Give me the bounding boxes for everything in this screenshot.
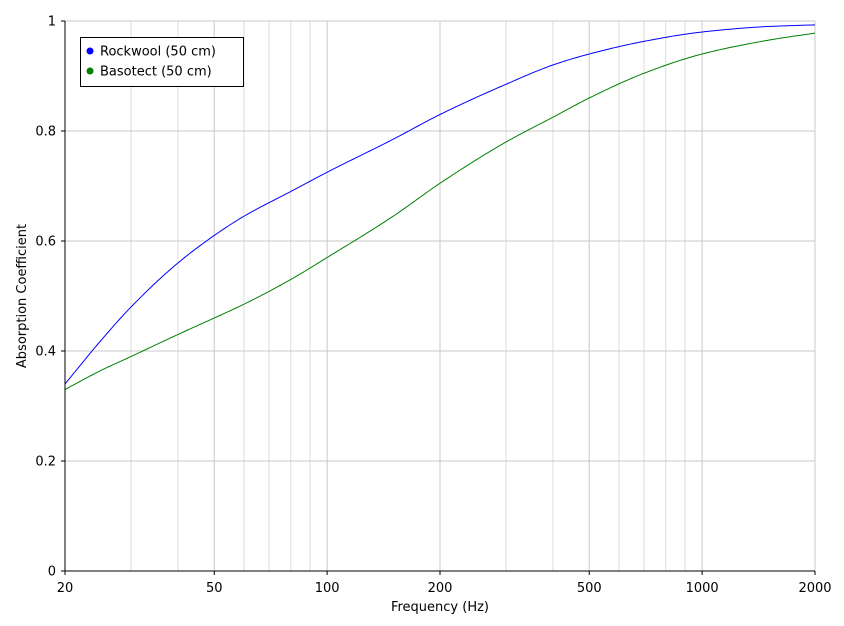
legend-marker bbox=[86, 67, 94, 75]
y-tick-label: 0.2 bbox=[35, 455, 56, 470]
x-tick-label: 1000 bbox=[686, 581, 719, 596]
y-tick-label: 0 bbox=[48, 565, 56, 580]
y-tick-label: 0.6 bbox=[35, 235, 56, 250]
x-tick-label: 2000 bbox=[798, 581, 831, 596]
axes bbox=[61, 20, 816, 575]
series-lines bbox=[64, 24, 816, 390]
x-axis-title: Frequency (Hz) bbox=[391, 600, 489, 615]
y-axis-title: Absorption Coefficient bbox=[15, 224, 30, 368]
grid bbox=[64, 20, 816, 572]
series-line-1 bbox=[64, 24, 816, 385]
y-tick-label: 0.8 bbox=[35, 125, 56, 140]
tick-labels: 20 50 100 200 500 1000 2000 0 0.2 0.4 0.6 0.8 1 bbox=[35, 15, 831, 597]
legend-entry: Rockwool (50 cm) bbox=[100, 45, 216, 60]
legend-marker bbox=[86, 47, 94, 55]
series-line-2 bbox=[64, 32, 816, 390]
y-tick-label: 0.4 bbox=[35, 345, 56, 360]
x-tick-label: 100 bbox=[315, 581, 340, 596]
legend-box bbox=[80, 37, 244, 87]
x-tick-label: 20 bbox=[57, 581, 74, 596]
x-tick-label: 500 bbox=[577, 581, 602, 596]
x-tick-label: 50 bbox=[206, 581, 223, 596]
y-tick-label: 1 bbox=[48, 15, 56, 30]
legend: Rockwool (50 cm) Basotect (50 cm) bbox=[80, 37, 244, 87]
x-tick-label: 200 bbox=[428, 581, 453, 596]
legend-entry: Basotect (50 cm) bbox=[100, 65, 212, 80]
